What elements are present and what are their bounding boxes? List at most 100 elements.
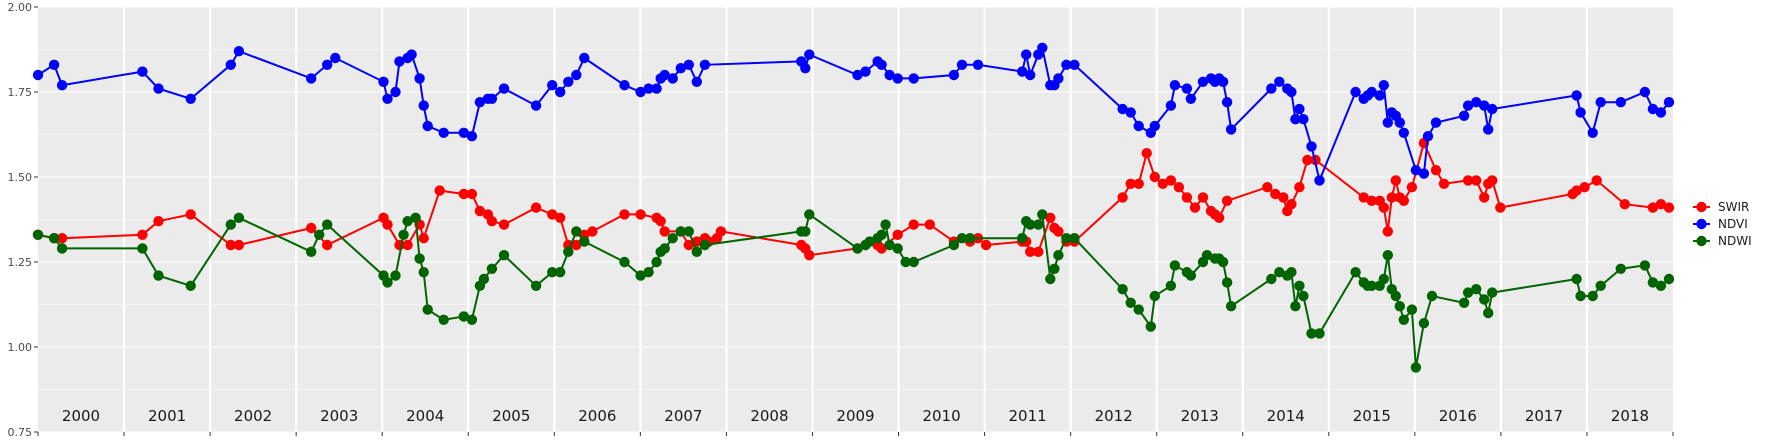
data-point-swir xyxy=(892,229,903,240)
data-point-ndwi xyxy=(1314,328,1325,339)
data-point-ndvi xyxy=(800,62,811,74)
data-point-ndwi xyxy=(1410,362,1422,373)
data-point-ndwi xyxy=(414,253,425,264)
data-point-swir xyxy=(1125,178,1136,189)
data-point-ndvi xyxy=(458,127,469,138)
data-point-ndwi xyxy=(547,267,558,278)
data-point-ndwi xyxy=(32,229,44,240)
data-point-ndwi xyxy=(667,233,678,244)
data-point-ndvi xyxy=(414,73,425,84)
data-point-ndvi xyxy=(1181,83,1193,94)
data-point-ndwi xyxy=(48,233,60,244)
year-label: 2008 xyxy=(750,407,788,425)
data-point-ndvi xyxy=(1479,100,1490,111)
legend-label: NDWI xyxy=(1718,234,1752,248)
legend-item-ndvi: NDVI xyxy=(1693,217,1748,231)
data-point-ndwi xyxy=(876,229,887,240)
year-label: 2015 xyxy=(1353,407,1391,425)
data-point-ndvi xyxy=(1017,66,1028,77)
data-point-swir xyxy=(587,226,598,237)
data-point-ndvi xyxy=(56,80,68,91)
data-point-swir xyxy=(1398,195,1410,206)
y-tick-label: 2.00 xyxy=(8,1,33,14)
data-point-ndwi xyxy=(382,277,393,288)
data-point-ndwi xyxy=(1053,250,1064,261)
data-point-ndvi xyxy=(32,69,44,81)
legend-item-swir: SWIR xyxy=(1693,200,1749,214)
data-point-ndvi xyxy=(438,127,449,138)
data-point-ndvi xyxy=(1165,100,1177,111)
year-label: 2012 xyxy=(1095,407,1133,425)
data-point-ndwi xyxy=(1185,270,1197,281)
data-point-swir xyxy=(1278,192,1289,203)
data-point-ndvi xyxy=(1217,76,1229,88)
data-point-ndwi xyxy=(1225,301,1237,312)
data-point-ndvi xyxy=(1221,97,1233,108)
data-point-ndvi xyxy=(667,73,678,84)
data-point-ndvi xyxy=(1410,165,1422,176)
data-point-swir xyxy=(1045,212,1056,223)
data-point-swir xyxy=(1487,175,1498,186)
data-point-ndvi xyxy=(1069,59,1080,70)
data-point-ndwi xyxy=(691,246,702,257)
data-point-ndwi xyxy=(185,280,196,291)
data-point-ndwi xyxy=(1615,263,1627,274)
data-point-swir xyxy=(655,216,666,227)
data-point-swir xyxy=(924,219,935,230)
data-point-ndwi xyxy=(563,246,574,257)
year-label: 2016 xyxy=(1439,407,1477,425)
data-point-ndvi xyxy=(1169,80,1181,91)
data-point-ndwi xyxy=(306,246,317,257)
data-point-ndvi xyxy=(1266,83,1277,94)
data-point-ndwi xyxy=(1306,328,1317,339)
data-point-ndwi xyxy=(579,236,590,247)
data-point-swir xyxy=(683,239,694,251)
data-point-ndwi xyxy=(1298,290,1309,302)
data-point-swir xyxy=(458,188,469,200)
data-point-ndvi xyxy=(1647,103,1659,115)
data-point-ndwi xyxy=(1350,267,1361,278)
data-point-ndwi xyxy=(1655,280,1667,291)
data-point-swir xyxy=(153,216,164,227)
data-point-ndvi xyxy=(860,66,871,77)
series-ndvi xyxy=(32,42,1675,186)
y-tick-label: 1.25 xyxy=(8,256,33,269)
data-point-swir xyxy=(1647,202,1659,213)
data-point-ndwi xyxy=(1294,280,1305,291)
data-point-ndvi xyxy=(956,59,968,70)
data-point-swir xyxy=(1471,175,1482,186)
data-point-ndwi xyxy=(1390,290,1402,302)
data-point-swir xyxy=(498,219,510,230)
data-point-ndwi xyxy=(1406,304,1418,315)
data-point-swir xyxy=(1366,195,1377,206)
data-point-ndwi xyxy=(1025,219,1036,230)
data-point-swir xyxy=(1141,148,1152,159)
data-point-ndvi xyxy=(1286,86,1297,98)
data-point-swir xyxy=(1286,199,1297,210)
data-point-ndwi xyxy=(1587,290,1598,302)
data-point-ndwi xyxy=(1201,250,1213,261)
data-point-swir xyxy=(1181,192,1193,203)
data-point-ndvi xyxy=(892,73,903,84)
data-point-ndvi xyxy=(972,59,984,70)
legend: SWIR NDVI NDWI xyxy=(1693,200,1752,248)
data-point-ndvi xyxy=(1185,93,1197,105)
data-point-ndwi xyxy=(410,212,421,223)
data-point-ndwi xyxy=(1479,294,1490,305)
data-point-ndvi xyxy=(908,73,919,84)
data-point-ndwi xyxy=(438,314,449,325)
data-point-ndwi xyxy=(1378,273,1390,285)
data-point-ndwi xyxy=(478,273,490,285)
data-point-ndwi xyxy=(530,280,542,291)
data-point-ndvi xyxy=(1575,107,1586,118)
year-label: 2002 xyxy=(234,407,272,425)
year-label: 2013 xyxy=(1181,407,1219,425)
data-point-swir xyxy=(1262,182,1273,193)
data-point-ndvi xyxy=(498,83,510,94)
data-point-ndwi xyxy=(1663,273,1675,285)
data-point-ndwi xyxy=(619,256,630,268)
data-point-ndwi xyxy=(418,267,429,278)
data-point-swir xyxy=(635,209,646,220)
